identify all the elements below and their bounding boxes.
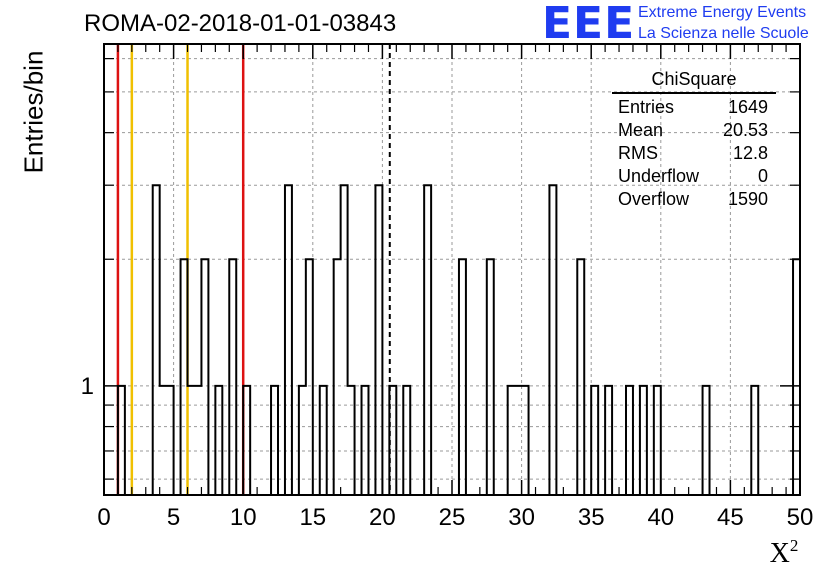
stat-label: Entries	[618, 97, 675, 117]
stat-label: Mean	[618, 120, 664, 140]
x-tick-label: 20	[369, 504, 396, 531]
stat-label: RMS	[618, 143, 658, 163]
x-tick-label: 15	[299, 504, 326, 531]
stat-row-overflow: Overflow 1590	[612, 188, 776, 211]
chart-title: ROMA-02-2018-01-01-03843	[84, 10, 397, 37]
stat-value: 20.53	[722, 120, 768, 140]
stat-value: 0	[757, 166, 768, 186]
x-tick-label: 0	[97, 504, 110, 531]
x-axis-label: X2	[770, 536, 799, 569]
y-tick-label: 1	[81, 373, 94, 400]
stat-row-underflow: Underflow 0	[612, 165, 776, 188]
tick-labels-layer: 0 5 10 15 20 25 30 35 40 45 50 1	[81, 373, 814, 531]
x-tick-label: 35	[578, 504, 605, 531]
x-axis-label-exponent: 2	[790, 536, 799, 555]
x-tick-label: 30	[508, 504, 535, 531]
stat-row-mean: Mean 20.53	[612, 119, 776, 142]
stat-label: Overflow	[618, 189, 690, 209]
stat-row-entries: Entries 1649	[612, 96, 776, 119]
stats-box-title: ChiSquare	[612, 68, 776, 94]
stats-box: ChiSquare Entries 1649 Mean 20.53 RMS 12…	[612, 68, 776, 211]
logo-text-line-1: Extreme Energy Events	[638, 4, 807, 21]
stat-row-rms: RMS 12.8	[612, 142, 776, 165]
stat-value: 1649	[727, 97, 768, 117]
x-tick-label: 40	[647, 504, 674, 531]
grid-layer	[104, 44, 800, 495]
x-tick-label: 45	[717, 504, 744, 531]
axis-ticks-layer	[103, 44, 801, 495]
x-tick-label: 50	[787, 504, 814, 531]
eee-logo-mark: EEE	[542, 0, 636, 49]
logo-text-line-2: La Scienza nelle Scuole	[638, 25, 809, 42]
stat-label: Underflow	[618, 166, 700, 186]
x-tick-label: 25	[439, 504, 466, 531]
x-tick-label: 10	[230, 504, 257, 531]
stat-value: 12.8	[732, 143, 768, 163]
stat-value: 1590	[727, 189, 768, 209]
x-axis-label-base: X	[770, 538, 790, 569]
x-tick-label: 5	[167, 504, 180, 531]
